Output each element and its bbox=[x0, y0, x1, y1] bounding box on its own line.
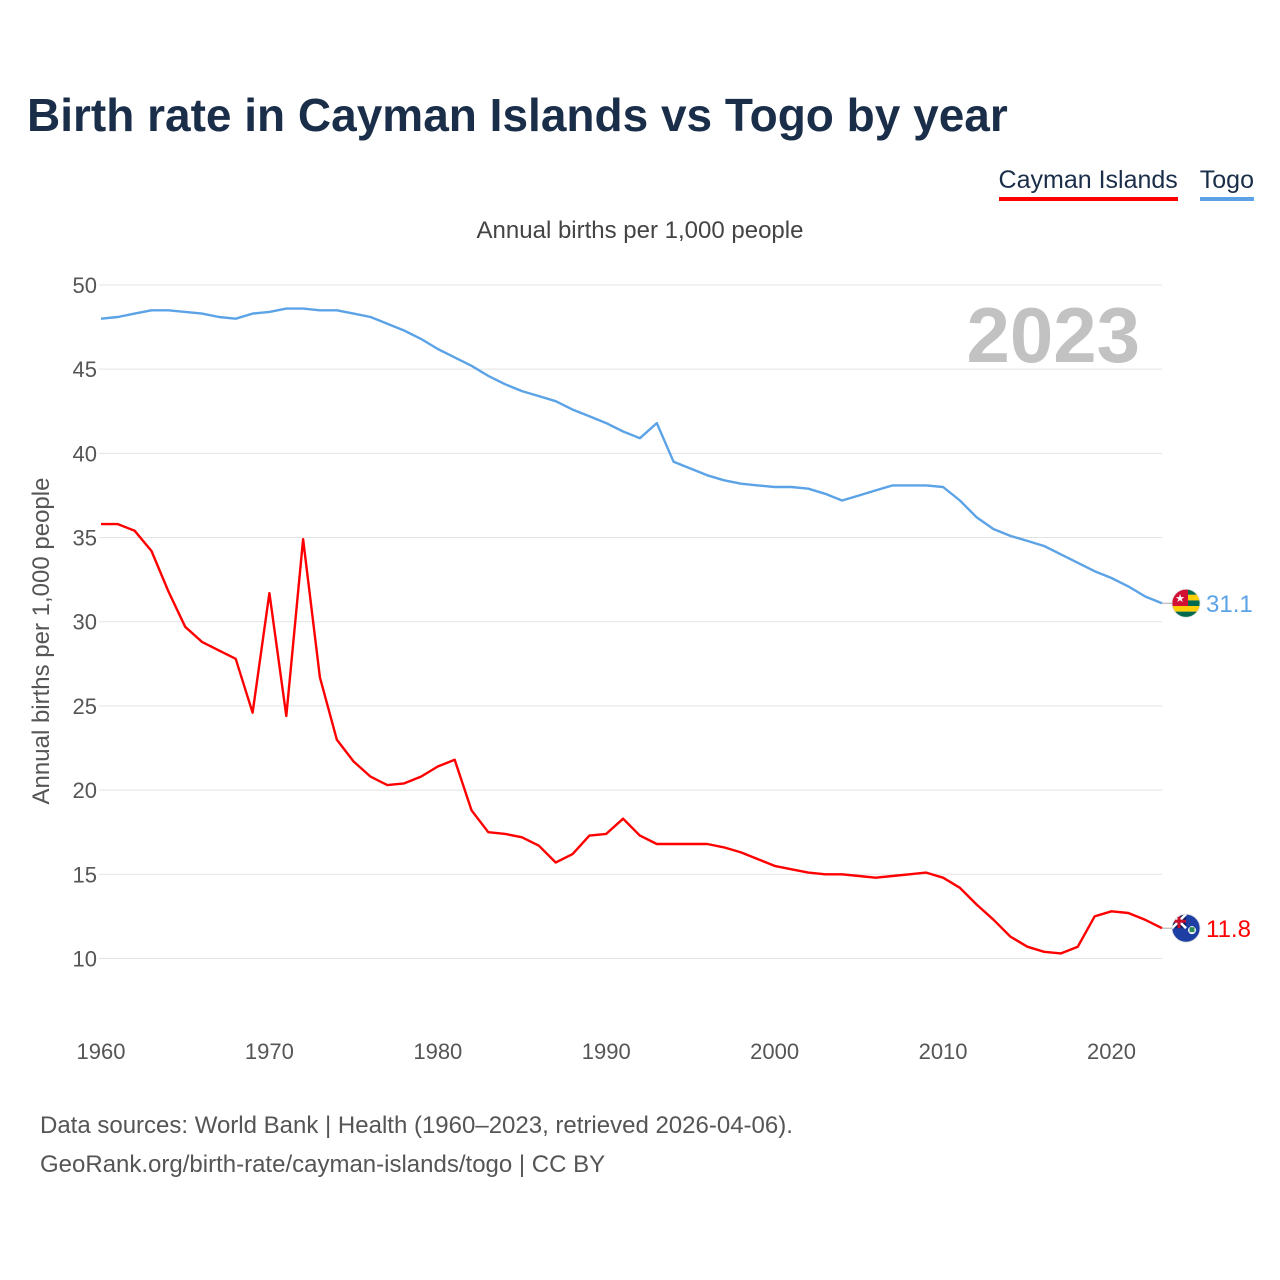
y-tick-label: 40 bbox=[73, 441, 97, 466]
gridlines bbox=[99, 284, 1162, 959]
x-tick-label: 1970 bbox=[245, 1039, 294, 1064]
cayman-islands-flag-icon bbox=[1171, 913, 1201, 943]
y-tick-label: 15 bbox=[73, 862, 97, 887]
year-watermark: 2023 bbox=[966, 291, 1140, 379]
x-tick-label: 1960 bbox=[77, 1039, 126, 1064]
y-tick-label: 10 bbox=[73, 946, 97, 971]
y-tick-label: 20 bbox=[73, 778, 97, 803]
legend-item-cayman-islands[interactable]: Cayman Islands bbox=[998, 166, 1178, 201]
x-tick-label: 1990 bbox=[582, 1039, 631, 1064]
x-tick-label: 2000 bbox=[750, 1039, 799, 1064]
togo-end-value: 31.1 bbox=[1206, 591, 1253, 618]
y-tick-label: 35 bbox=[73, 526, 97, 551]
y-tick-label: 45 bbox=[73, 357, 97, 382]
y-axis-ticks: 10 15 20 25 30 35 40 45 50 bbox=[73, 273, 97, 971]
legend-item-togo[interactable]: Togo bbox=[1199, 166, 1254, 201]
line-chart: 10 15 20 25 30 35 40 45 50 1960 1970 1980 1990 2000 2… bbox=[73, 273, 1253, 1064]
legend: Cayman Islands Togo bbox=[998, 166, 1254, 201]
source-note: Data sources: World Bank | Health (1960–… bbox=[40, 1106, 793, 1184]
x-tick-label: 2020 bbox=[1087, 1039, 1136, 1064]
x-axis-ticks: 1960 1970 1980 1990 2000 2010 2020 bbox=[77, 1039, 1136, 1064]
x-tick-label: 1980 bbox=[413, 1039, 462, 1064]
source-line-2[interactable]: GeoRank.org/birth-rate/cayman-islands/to… bbox=[40, 1151, 606, 1178]
x-tick-label: 2010 bbox=[919, 1039, 968, 1064]
series-line-togo bbox=[100, 307, 1163, 605]
source-line-1: Data sources: World Bank | Health (1960–… bbox=[40, 1112, 793, 1139]
y-tick-label: 50 bbox=[73, 273, 97, 298]
svg-text:★: ★ bbox=[1175, 593, 1185, 605]
y-tick-label: 30 bbox=[73, 610, 97, 635]
chart-title: Birth rate in Cayman Islands vs Togo by … bbox=[27, 89, 1008, 141]
series-line-cayman-islands bbox=[101, 522, 1163, 955]
chart-subtitle: Annual births per 1,000 people bbox=[476, 217, 804, 244]
y-tick-label: 25 bbox=[73, 694, 97, 719]
series-lines bbox=[100, 307, 1163, 955]
cayman-islands-end-value: 11.8 bbox=[1206, 916, 1251, 943]
togo-flag-icon: ★ bbox=[1171, 588, 1201, 618]
end-markers: 11.8 ★ 31.1 bbox=[1162, 588, 1253, 943]
